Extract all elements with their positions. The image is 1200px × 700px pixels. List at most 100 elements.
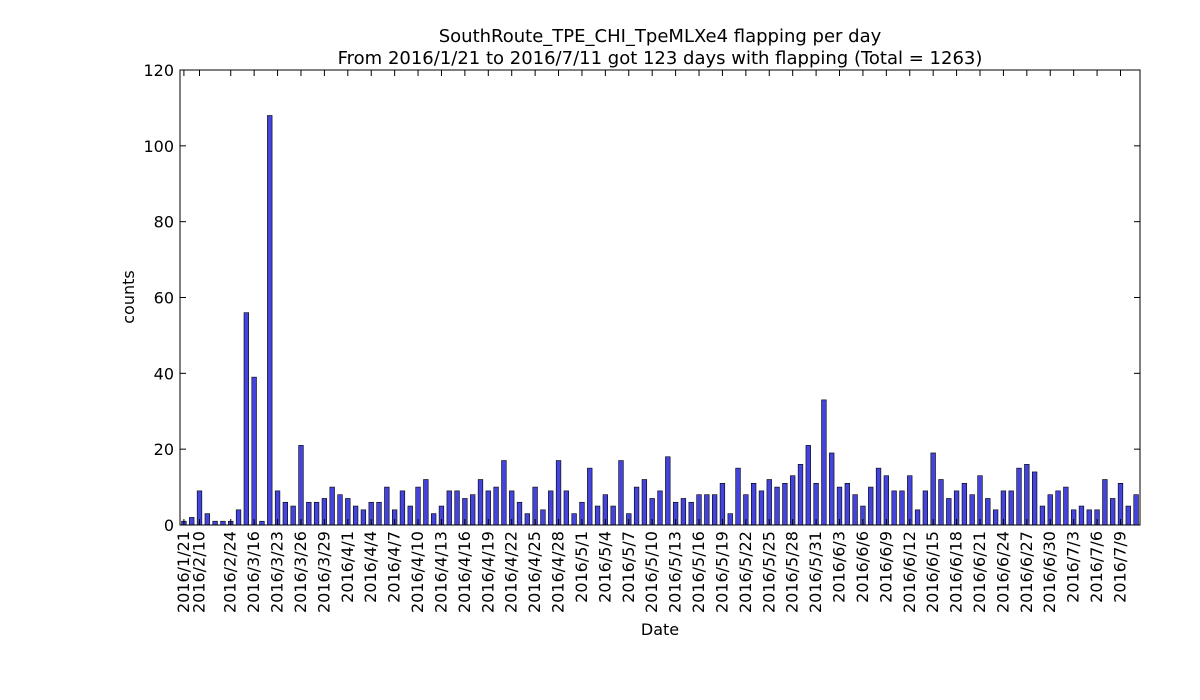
bar bbox=[594, 505, 601, 526]
y-tick-label: 60 bbox=[154, 289, 174, 308]
bar bbox=[1125, 505, 1131, 526]
bar bbox=[352, 505, 359, 526]
x-tick-label: 2016/6/15 bbox=[923, 531, 942, 613]
x-tick-label: 2016/6/12 bbox=[900, 531, 919, 613]
bar bbox=[407, 505, 413, 526]
y-tick-label: 100 bbox=[143, 137, 174, 156]
x-tick-label: 2016/6/3 bbox=[830, 531, 849, 603]
bar bbox=[961, 482, 968, 526]
x-tick-label: 2016/7/9 bbox=[1110, 531, 1129, 603]
bar bbox=[1055, 490, 1061, 526]
x-tick-label: 2016/4/10 bbox=[408, 531, 427, 613]
bar bbox=[805, 445, 811, 526]
bar bbox=[235, 509, 242, 526]
bar bbox=[1117, 482, 1124, 526]
y-tick-label: 40 bbox=[154, 364, 174, 383]
bar bbox=[821, 399, 827, 526]
x-tick-label: 2016/5/25 bbox=[759, 531, 778, 613]
x-tick-label: 2016/5/19 bbox=[712, 531, 731, 613]
bar bbox=[633, 486, 640, 526]
bar bbox=[977, 475, 983, 526]
bar bbox=[376, 501, 382, 526]
bar bbox=[875, 467, 882, 526]
bar bbox=[1110, 498, 1116, 526]
x-tick-label: 2016/5/10 bbox=[642, 531, 661, 613]
bar bbox=[251, 376, 257, 526]
bar bbox=[446, 490, 452, 526]
x-tick-label: 2016/5/13 bbox=[666, 531, 685, 613]
x-tick-label: 2016/4/19 bbox=[478, 531, 497, 613]
y-tick-label: 120 bbox=[143, 61, 174, 80]
bar bbox=[493, 486, 499, 526]
bar bbox=[899, 490, 905, 526]
x-tick-label: 2016/4/22 bbox=[502, 531, 521, 613]
bar bbox=[688, 501, 694, 526]
x-tick-label: 2016/5/22 bbox=[736, 531, 755, 613]
bar bbox=[1031, 471, 1038, 526]
x-tick-label: 2016/6/21 bbox=[970, 531, 989, 613]
x-tick-label: 2016/4/28 bbox=[549, 531, 568, 613]
x-tick-label: 2016/6/6 bbox=[853, 531, 872, 603]
bar bbox=[766, 479, 772, 526]
bar bbox=[922, 490, 929, 526]
bar bbox=[555, 460, 562, 526]
bar bbox=[516, 501, 523, 526]
chart-title: SouthRoute_TPE_CHI_TpeMLXe4 flapping per… bbox=[439, 26, 882, 47]
x-tick-label: 2016/2/10 bbox=[190, 531, 209, 613]
bar bbox=[930, 452, 936, 526]
x-tick-label: 2016/4/1 bbox=[338, 531, 357, 603]
bar bbox=[477, 479, 484, 526]
x-tick-label: 2016/5/16 bbox=[689, 531, 708, 613]
bar bbox=[868, 486, 874, 526]
bar bbox=[298, 445, 304, 526]
bar bbox=[790, 475, 796, 526]
bar bbox=[282, 501, 288, 526]
x-tick-label: 2016/7/6 bbox=[1087, 531, 1106, 603]
x-tick-label: 2016/5/1 bbox=[572, 531, 591, 603]
bar bbox=[704, 494, 710, 526]
bar bbox=[204, 513, 210, 526]
bar bbox=[587, 467, 593, 526]
x-tick-label: 2016/4/25 bbox=[525, 531, 544, 613]
chart-subtitle: From 2016/1/21 to 2016/7/11 got 123 days… bbox=[338, 48, 983, 69]
bar bbox=[946, 498, 952, 526]
bar bbox=[423, 479, 429, 526]
x-tick-label: 2016/3/23 bbox=[268, 531, 287, 613]
bar bbox=[524, 513, 530, 526]
bar bbox=[212, 520, 218, 526]
bar bbox=[548, 490, 554, 526]
bar bbox=[657, 490, 663, 526]
y-tick-label: 80 bbox=[154, 213, 174, 232]
x-tick-label: 2016/5/7 bbox=[619, 531, 638, 603]
bar bbox=[774, 486, 780, 526]
x-tick-label: 2016/6/18 bbox=[947, 531, 966, 613]
x-tick-label: 2016/4/13 bbox=[431, 531, 450, 613]
bar bbox=[220, 520, 226, 526]
bar bbox=[985, 498, 991, 526]
bar bbox=[829, 452, 835, 526]
bar bbox=[719, 482, 726, 526]
bar bbox=[1102, 479, 1108, 526]
x-tick-label: 2016/3/26 bbox=[291, 531, 310, 613]
bar bbox=[907, 475, 913, 526]
bar bbox=[313, 501, 320, 526]
bar bbox=[337, 494, 343, 526]
bar bbox=[1008, 490, 1014, 526]
bar bbox=[665, 456, 671, 526]
bar bbox=[454, 490, 460, 526]
bar bbox=[267, 115, 273, 526]
bar bbox=[563, 490, 569, 526]
bar bbox=[883, 475, 889, 526]
bar bbox=[914, 509, 921, 526]
bar bbox=[641, 479, 648, 526]
x-tick-label: 2016/2/24 bbox=[221, 531, 240, 613]
x-tick-label: 2016/1/21 bbox=[174, 531, 193, 613]
bar bbox=[189, 517, 195, 526]
bar bbox=[992, 509, 999, 526]
x-tick-label: 2016/4/16 bbox=[455, 531, 474, 613]
bar bbox=[680, 498, 687, 526]
bar bbox=[969, 494, 975, 526]
bar bbox=[844, 482, 850, 526]
bar bbox=[891, 490, 897, 526]
